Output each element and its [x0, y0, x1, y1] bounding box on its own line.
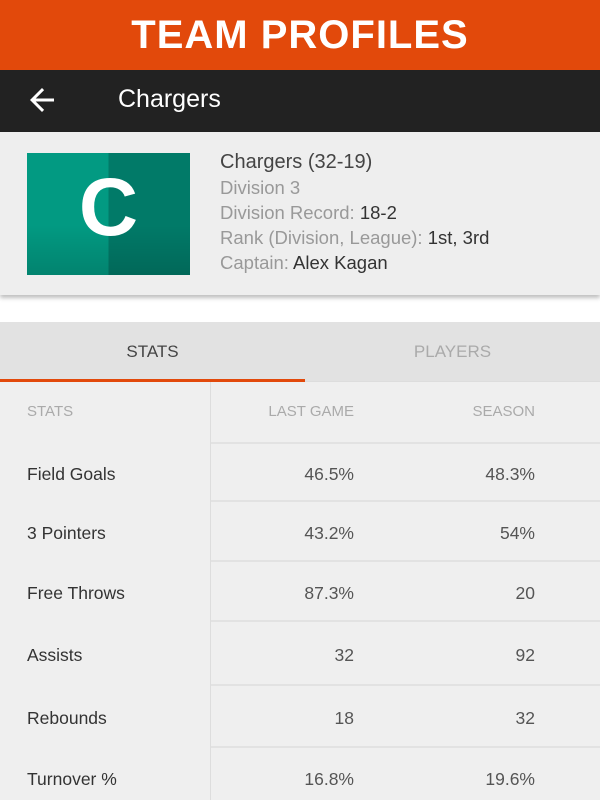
last-game-value: 18: [334, 708, 354, 728]
captain: Alex Kagan: [293, 252, 388, 273]
division-record: 18-2: [359, 202, 397, 223]
stat-name: 3 Pointers: [27, 523, 106, 543]
division-record-label: Division Record:: [220, 202, 355, 223]
page-title: Chargers: [118, 85, 221, 113]
team-name: Chargers: [220, 151, 303, 173]
column-divider: [210, 382, 211, 800]
stat-name: Turnover %: [27, 769, 117, 789]
captain-label: Captain:: [220, 252, 289, 273]
last-game-value: 32: [334, 645, 354, 665]
row-divider: [211, 500, 600, 502]
stat-name: Field Goals: [27, 464, 116, 484]
tab-bar: STATS PLAYERS: [0, 322, 600, 382]
team-logo: C: [27, 153, 190, 275]
row-divider: [211, 746, 600, 748]
season-value: 20: [515, 583, 535, 603]
season-value: 92: [515, 645, 535, 665]
active-tab-indicator: [0, 379, 305, 382]
table-row: Turnover % 16.8% 19.6%: [0, 748, 600, 808]
last-game-value: 16.8%: [304, 769, 354, 789]
tab-players[interactable]: PLAYERS: [413, 342, 492, 361]
header-last-game: LAST GAME: [268, 403, 354, 420]
row-divider: [211, 442, 600, 444]
header-stats: STATS: [27, 403, 74, 420]
stat-name: Rebounds: [27, 708, 107, 728]
row-divider: [211, 620, 600, 622]
table-row: Free Throws 87.3% 20: [0, 562, 600, 622]
app-banner: TEAM PROFILES: [0, 0, 600, 70]
stat-name: Free Throws: [27, 583, 125, 603]
row-divider: [211, 684, 600, 686]
stats-table: STATS LAST GAME SEASON Field Goals 46.5% 48.3…: [0, 382, 600, 800]
last-game-value: 46.5%: [304, 464, 354, 484]
table-row: Rebounds 18 32: [0, 686, 600, 748]
team-record: (32-19): [307, 151, 373, 173]
rank-label: Rank (Division, League):: [220, 227, 423, 248]
app-bar: Chargers: [0, 70, 600, 132]
season-value: 32: [515, 708, 535, 728]
back-button[interactable]: [24, 82, 60, 118]
last-game-value: 43.2%: [304, 523, 354, 543]
header-season: SEASON: [472, 403, 535, 420]
season-value: 54%: [499, 523, 535, 543]
table-row: 3 Pointers 43.2% 54%: [0, 502, 600, 562]
row-divider: [211, 560, 600, 562]
rank: 1st, 3rd: [427, 227, 490, 248]
season-value: 48.3%: [485, 464, 535, 484]
table-header: STATS LAST GAME SEASON: [0, 382, 600, 444]
arrow-left-icon: [30, 88, 54, 112]
tab-stats[interactable]: STATS: [126, 342, 179, 361]
table-row: Assists 32 92: [0, 622, 600, 686]
last-game-value: 87.3%: [304, 583, 354, 603]
team-division: Division 3: [220, 177, 301, 198]
table-row: Field Goals 46.5% 48.3%: [0, 444, 600, 502]
stat-name: Assists: [27, 645, 83, 665]
season-value: 19.6%: [485, 769, 535, 789]
team-card: C Chargers (32-19) Division 3 Division R…: [0, 132, 600, 295]
